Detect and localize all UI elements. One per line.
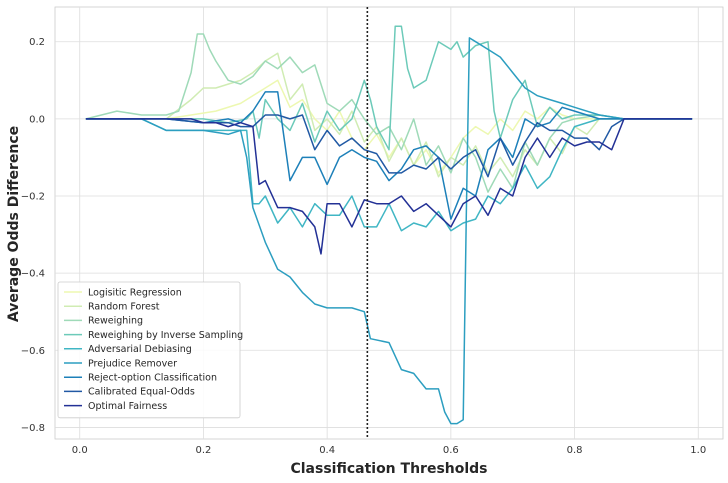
series-line-5 [85,118,693,232]
x-tick-label: 0.0 [72,445,88,456]
y-tick-label: −0.2 [21,192,45,203]
y-axis-title: Average Odds Difference [6,126,22,322]
x-axis-title: Classification Thresholds [290,461,487,477]
legend-entry: Logisitic Regression [88,287,182,298]
series-line-8 [85,114,693,178]
y-tick-label: −0.4 [21,269,45,280]
x-tick-label: 0.2 [195,445,211,456]
legend-entry: Random Forest [88,302,160,313]
x-tick-label: 0.4 [319,445,335,456]
series-line-7 [85,91,693,220]
series-line-3 [85,33,693,193]
legend-entry: Reject-option Classification [88,373,217,384]
legend-box [57,281,241,419]
legend-entry: Calibrated Equal-Odds [88,387,195,398]
legend-entry: Adversarial Debiasing [88,344,192,355]
legend: Logisitic Regression Random Forest Reweigh… [57,281,243,419]
x-tick-label: 0.6 [443,445,459,456]
legend-entry: Reweighing [88,316,143,327]
x-tick-labels: 0.0 0.2 0.4 0.6 0.8 1.0 [72,445,706,456]
y-tick-label: −0.6 [21,346,45,357]
legend-entry: Prejudice Remover [88,358,177,369]
y-tick-label: −0.8 [21,423,45,434]
x-tick-label: 1.0 [690,445,706,456]
legend-entry: Reweighing by Inverse Sampling [88,330,243,341]
y-tick-label: 0.0 [29,114,45,125]
series-lines [85,25,693,425]
y-tick-labels: −0.8 −0.6 −0.4 −0.2 0.0 0.2 [21,37,45,434]
x-tick-label: 0.8 [567,445,583,456]
series-line-6 [85,37,693,425]
series-line-9 [85,118,693,255]
legend-entry: Optimal Fairness [88,401,167,412]
y-tick-label: 0.2 [29,37,45,48]
